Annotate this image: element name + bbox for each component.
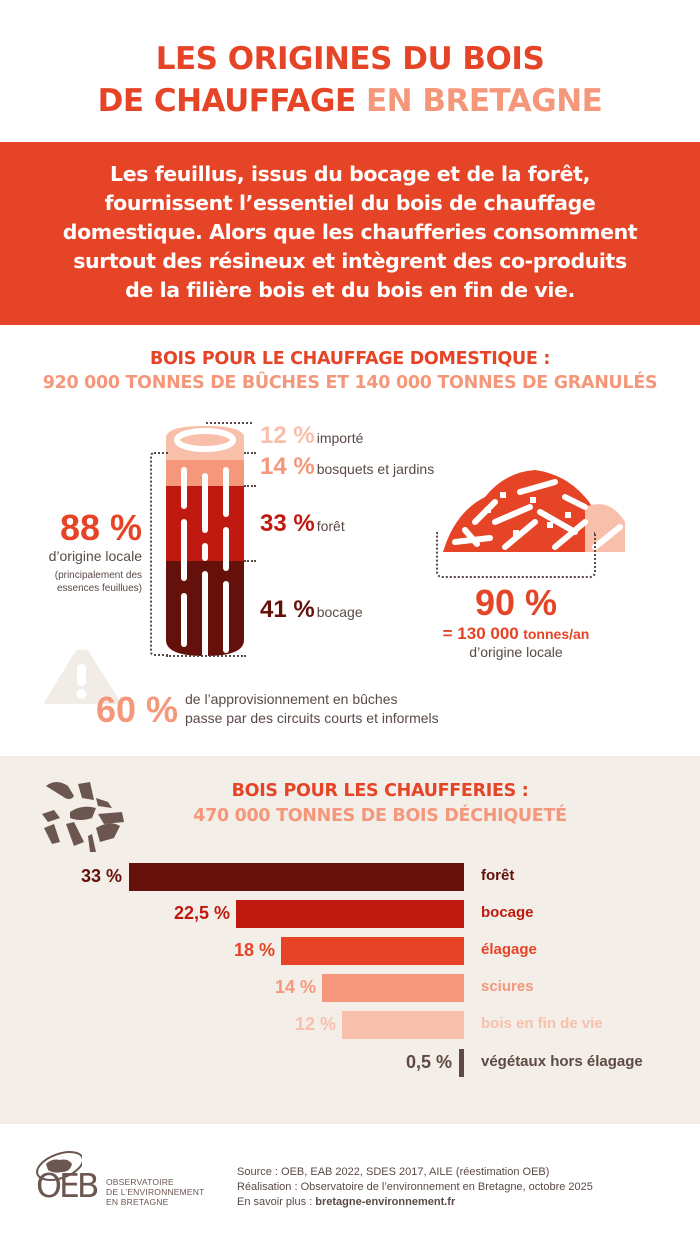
divider-top xyxy=(206,422,252,424)
boilers-heading: BOIS POUR LES CHAUFFERIES : xyxy=(231,781,529,801)
bar-row-fin-de-vie: 12 % bois en fin de vie xyxy=(0,1009,700,1039)
bar-bocage xyxy=(236,900,464,928)
local-note-2: essences feuillues) xyxy=(56,583,142,594)
realisation-text: Réalisation : Observatoire de l’environn… xyxy=(237,1181,593,1193)
wood-chips-icon xyxy=(42,782,124,852)
circuits-line-2: passe par des circuits courts et informe… xyxy=(185,710,439,726)
pellets-label: d’origine locale xyxy=(469,644,563,660)
oeb-logo-icon xyxy=(36,1151,82,1181)
pellets-icon xyxy=(443,470,625,552)
bar-row-foret: 33 % forêt xyxy=(0,861,700,891)
divider-1 xyxy=(244,452,256,454)
boilers-subheading: 470 000 TONNES DE BOIS DÉCHIQUETÉ xyxy=(193,806,567,826)
bar-foret xyxy=(129,863,464,891)
circuits-line-1: de l’approvisionnement en bûches xyxy=(185,691,398,707)
pellets-bracket xyxy=(436,532,596,578)
oeb-logo-text: OBSERVATOIRE DE L’ENVIRONNEMENT EN BRETA… xyxy=(106,1177,205,1207)
local-label: d’origine locale xyxy=(48,548,142,564)
divider-2 xyxy=(244,485,256,487)
more-info: En savoir plus : bretagne-environnement.… xyxy=(237,1196,456,1208)
bar-vegetaux xyxy=(459,1049,464,1077)
bar-elagage xyxy=(281,937,464,965)
domestic-heading: BOIS POUR LE CHAUFFAGE DOMESTIQUE : xyxy=(149,349,551,369)
title-line-2: DE CHAUFFAGE EN BRETAGNE xyxy=(0,80,700,122)
source-text: Source : OEB, EAB 2022, SDES 2017, AILE … xyxy=(237,1166,550,1178)
bar-row-elagage: 18 % élagage xyxy=(0,935,700,965)
local-pct: 88 % xyxy=(59,507,142,548)
log-label-bocage: 41 % bocage xyxy=(260,596,363,623)
oeb-logo-letters: OEB xyxy=(36,1166,99,1205)
local-note-1: (principalement des xyxy=(54,570,142,581)
log-icon xyxy=(166,426,244,659)
pellets-pct: 90 % xyxy=(474,582,558,623)
title-line-2-accent: EN BRETAGNE xyxy=(365,83,603,119)
divider-3 xyxy=(244,560,256,562)
log-label-imported: 12 % importé xyxy=(260,422,364,449)
log-label-groves: 14 % bosquets et jardins xyxy=(260,453,435,480)
footer-credits: Source : OEB, EAB 2022, SDES 2017, AILE … xyxy=(237,1165,593,1210)
website-link[interactable]: bretagne-environnement.fr xyxy=(315,1196,456,1208)
bar-row-sciures: 14 % sciures xyxy=(0,972,700,1002)
bar-fin-de-vie xyxy=(342,1011,464,1039)
log-label-forest: 33 % forêt xyxy=(260,510,345,537)
title-line-1: LES ORIGINES DU BOIS xyxy=(155,41,545,77)
pellets-tonnes: = 130 000 tonnes/an xyxy=(442,624,590,643)
bar-sciures xyxy=(322,974,464,1002)
bar-row-bocage: 22,5 % bocage xyxy=(0,898,700,928)
title-line-2-main: DE CHAUFFAGE xyxy=(97,83,357,119)
intro-text: Les feuillus, issus du bocage et de la f… xyxy=(62,162,638,302)
local-bracket xyxy=(150,452,168,656)
circuits-pct: 60 % xyxy=(96,689,179,730)
warning-icon xyxy=(44,649,121,704)
page-title: LES ORIGINES DU BOIS DE CHAUFFAGE EN BRE… xyxy=(0,38,700,122)
intro-banner: Les feuillus, issus du bocage et de la f… xyxy=(0,142,700,325)
domestic-subheading: 920 000 TONNES DE BÛCHES ET 140 000 TONN… xyxy=(42,373,658,393)
bar-row-vegetaux: 0,5 % végétaux hors élagage xyxy=(0,1047,700,1077)
bracket-bottom xyxy=(166,655,246,657)
